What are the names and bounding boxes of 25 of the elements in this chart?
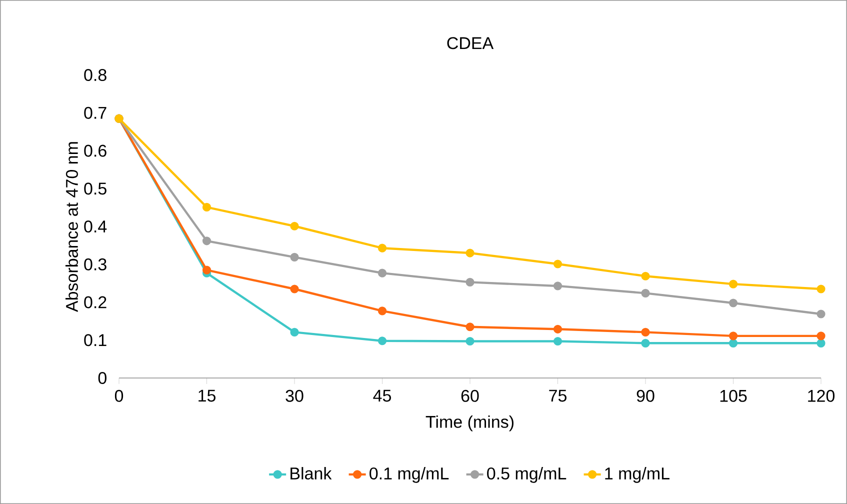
x-tick-label: 75 — [549, 390, 566, 402]
legend-label: 0.1 mg/mL — [370, 467, 449, 483]
y-tick-label: 0.7 — [84, 106, 106, 119]
y-tick-label: 0.5 — [84, 182, 106, 195]
x-axis-title: Time (mins) — [426, 415, 514, 432]
x-tick-label: 30 — [286, 390, 304, 402]
y-tick-label: 0.3 — [84, 258, 106, 270]
y-axis-title: Absorbance at 470 nm — [65, 142, 78, 312]
y-tick-label: 0.1 — [84, 334, 106, 346]
chart-title: CDEA — [447, 37, 494, 50]
x-tick-label: 120 — [808, 390, 835, 402]
legend-label: 0.5 mg/mL — [487, 467, 566, 483]
legend-label: 1 mg/mL — [605, 467, 670, 483]
y-tick-label: 0.8 — [84, 68, 106, 82]
x-tick-label: 60 — [461, 390, 479, 402]
x-tick-label: 0 — [114, 390, 124, 402]
legend-label: Blank — [290, 467, 332, 480]
y-tick-label: 0.6 — [84, 144, 106, 157]
x-tick-label: 105 — [720, 390, 747, 402]
y-tick-label: 0.4 — [84, 220, 107, 233]
x-tick-label: 45 — [373, 390, 391, 402]
x-tick-label: 15 — [198, 390, 216, 402]
y-tick-label: 0 — [98, 372, 106, 384]
y-tick-label: 0.2 — [84, 296, 106, 308]
x-tick-label: 90 — [636, 390, 654, 402]
